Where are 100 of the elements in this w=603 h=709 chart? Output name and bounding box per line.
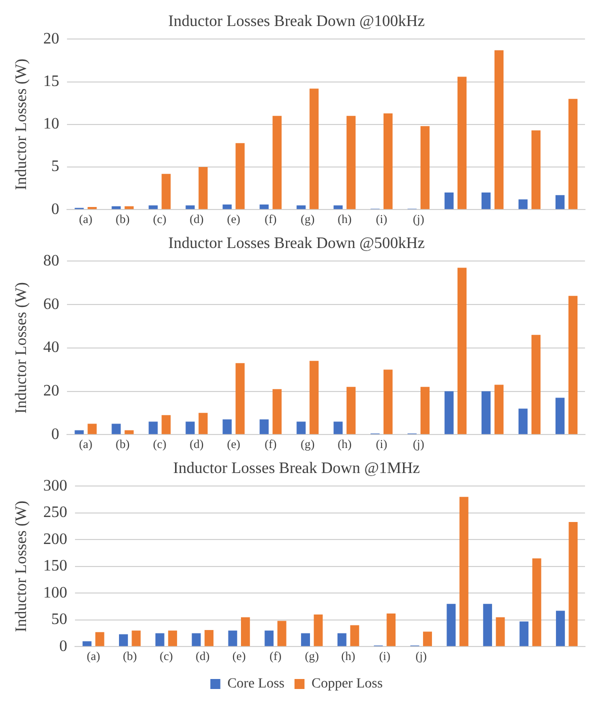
bar	[482, 192, 491, 210]
bar	[222, 204, 232, 210]
bar	[162, 415, 171, 434]
y-tick-label: 0	[51, 426, 60, 443]
y-tick-label: 60	[43, 296, 60, 313]
bar	[310, 88, 319, 210]
bar	[420, 386, 430, 434]
bar	[531, 130, 541, 210]
bar	[132, 630, 141, 646]
y-tick-label: 10	[43, 116, 60, 133]
bar	[272, 389, 282, 434]
bar	[155, 633, 164, 646]
x-tick-label: (d)	[190, 436, 204, 451]
bar	[494, 50, 504, 210]
y-tick-label: 40	[43, 339, 60, 356]
x-tick-label: (e)	[226, 212, 240, 226]
bar	[314, 614, 323, 646]
y-tick-label: 150	[43, 558, 68, 575]
y-tick-label: 100	[43, 584, 68, 602]
y-axis-title: Inductor Losses (W)	[12, 282, 30, 414]
bar	[483, 604, 492, 646]
bar	[496, 617, 505, 646]
bar	[162, 174, 171, 210]
y-tick-label: 0	[51, 200, 60, 218]
y-axis-title: Inductor Losses (W)	[12, 58, 30, 190]
bar	[532, 558, 542, 646]
bar	[236, 363, 245, 434]
bar	[168, 630, 178, 646]
x-tick-label: (a)	[79, 212, 92, 226]
x-tick-label: (d)	[196, 648, 210, 663]
x-tick-label: (f)	[269, 648, 282, 663]
bar	[192, 633, 201, 646]
y-tick-label: 5	[51, 158, 60, 176]
bar	[296, 205, 306, 210]
bar	[95, 632, 104, 646]
x-tick-label: (j)	[412, 212, 424, 226]
x-tick-label: (g)	[300, 212, 315, 226]
bar	[260, 419, 269, 434]
x-tick-label: (a)	[86, 648, 100, 663]
bar	[260, 204, 269, 210]
bar	[148, 205, 158, 210]
y-tick-label: 80	[43, 252, 60, 270]
bar	[88, 424, 97, 434]
x-tick-label: (i)	[379, 648, 390, 663]
x-tick-label: (c)	[153, 436, 166, 451]
bar	[82, 641, 92, 646]
y-tick-label: 20	[43, 382, 60, 400]
bar	[112, 424, 121, 434]
bar	[457, 268, 467, 434]
bar	[520, 621, 528, 646]
x-tick-label: (i)	[376, 212, 388, 226]
x-tick-label: (c)	[160, 648, 173, 663]
legend-label: Core Loss	[227, 676, 285, 692]
bar	[556, 610, 565, 646]
bar	[186, 205, 195, 210]
bar	[346, 116, 356, 210]
bar	[459, 496, 468, 646]
bar	[531, 334, 541, 434]
bar	[204, 630, 214, 646]
y-tick-label: 0	[59, 638, 68, 655]
bar	[334, 422, 343, 434]
bar	[556, 398, 565, 434]
bar	[272, 116, 282, 210]
bar	[386, 613, 396, 646]
bar	[494, 384, 504, 434]
bar	[568, 522, 578, 646]
bar	[518, 199, 528, 210]
bar	[444, 192, 454, 210]
bar	[310, 360, 319, 434]
chart-title: Inductor Losses Break Down @100kHz	[168, 12, 425, 30]
bar	[296, 422, 306, 434]
bar	[198, 412, 208, 434]
bar	[236, 143, 245, 210]
bar	[222, 419, 232, 434]
bar	[198, 167, 208, 210]
bar	[518, 408, 528, 434]
bar	[228, 630, 238, 646]
x-tick-label: (h)	[338, 436, 352, 451]
y-tick-label: 200	[43, 530, 68, 548]
bar	[264, 630, 274, 646]
x-tick-label: (b)	[116, 212, 130, 226]
x-tick-label: (f)	[264, 436, 277, 451]
bar	[482, 391, 491, 434]
bar	[420, 126, 430, 210]
x-tick-label: (b)	[116, 436, 130, 451]
bar	[423, 632, 432, 646]
bar	[346, 386, 356, 434]
x-tick-label: (h)	[341, 648, 356, 663]
bar	[384, 113, 393, 210]
bar	[457, 76, 467, 210]
bar	[148, 422, 158, 434]
x-tick-label: (e)	[232, 648, 246, 663]
x-tick-label: (a)	[79, 436, 92, 451]
bar	[337, 633, 346, 646]
y-tick-label: 300	[43, 477, 68, 494]
y-tick-label: 20	[43, 30, 60, 48]
x-tick-label: (j)	[412, 436, 424, 451]
bar	[277, 620, 286, 646]
bar	[446, 604, 456, 646]
y-tick-label: 50	[51, 611, 68, 628]
